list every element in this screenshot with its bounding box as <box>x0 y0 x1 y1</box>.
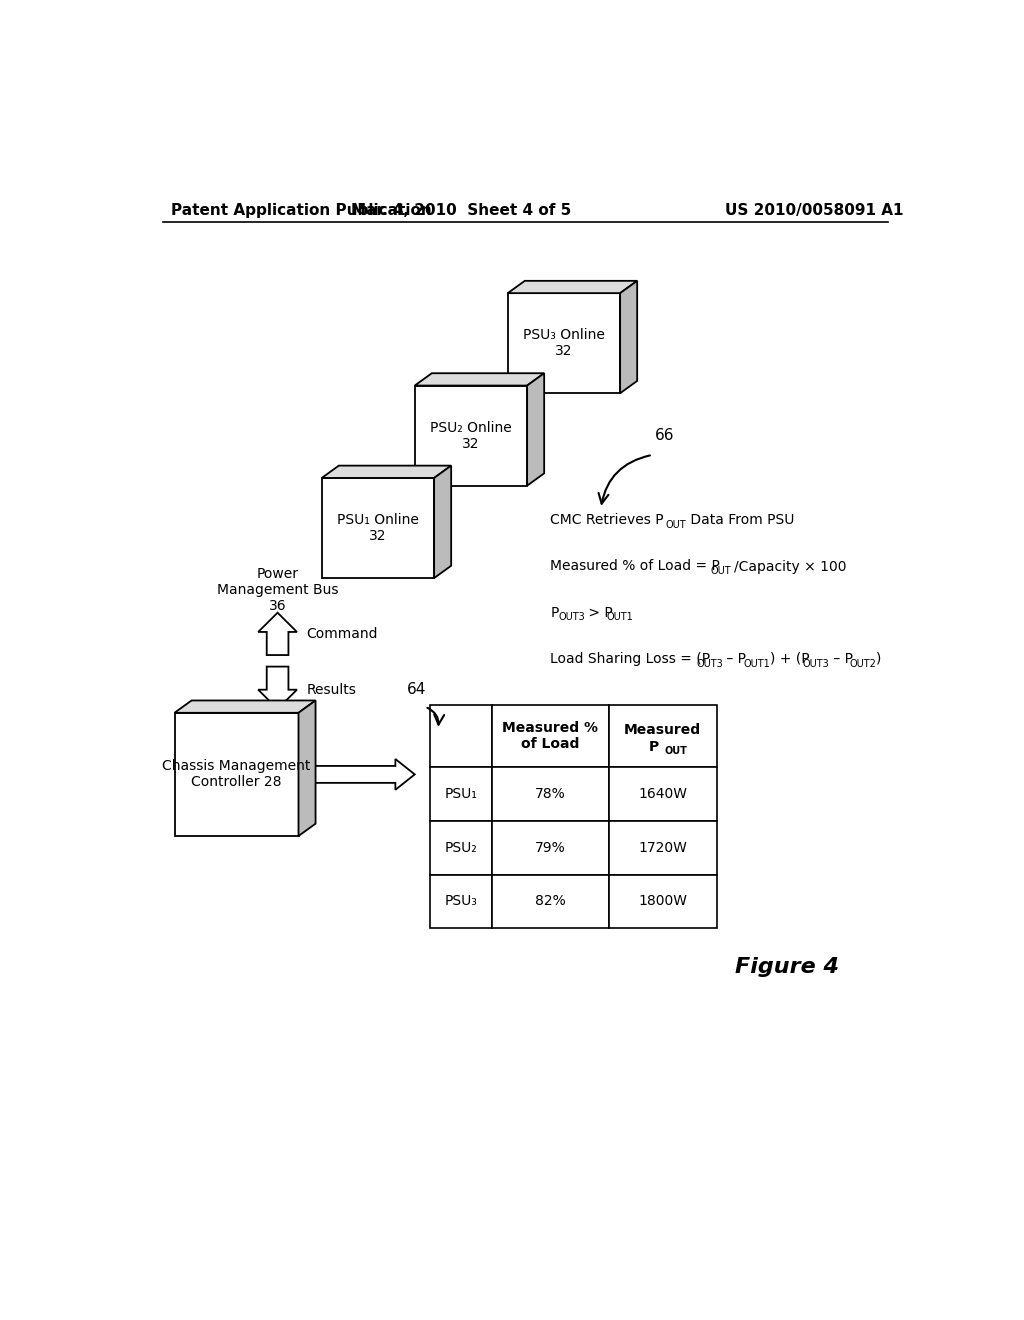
Text: Results: Results <box>306 682 356 697</box>
Text: PSU₃ Online
32: PSU₃ Online 32 <box>523 329 605 358</box>
Polygon shape <box>508 281 637 293</box>
Text: 78%: 78% <box>535 787 565 801</box>
Text: ): ) <box>876 652 882 665</box>
Text: PSU₂ Online
32: PSU₂ Online 32 <box>430 421 512 450</box>
Text: Figure 4: Figure 4 <box>735 957 839 977</box>
Bar <box>430 767 493 821</box>
Text: Chassis Management
Controller 28: Chassis Management Controller 28 <box>163 759 310 789</box>
Text: OUT: OUT <box>665 520 686 529</box>
Bar <box>608 821 717 874</box>
Text: P: P <box>550 606 559 619</box>
Text: US 2010/0058091 A1: US 2010/0058091 A1 <box>725 203 903 218</box>
Text: PSU₁ Online
32: PSU₁ Online 32 <box>337 513 419 543</box>
Text: Patent Application Publication: Patent Application Publication <box>171 203 431 218</box>
Bar <box>608 705 717 767</box>
Text: Data From PSU: Data From PSU <box>686 513 795 527</box>
Text: PSU₂: PSU₂ <box>444 841 477 854</box>
FancyArrowPatch shape <box>599 455 650 504</box>
Text: Mar. 4, 2010  Sheet 4 of 5: Mar. 4, 2010 Sheet 4 of 5 <box>351 203 571 218</box>
Text: Measured % of Load = P: Measured % of Load = P <box>550 560 720 573</box>
Polygon shape <box>415 385 527 486</box>
FancyArrow shape <box>314 759 415 789</box>
FancyArrow shape <box>258 667 297 709</box>
Text: 64: 64 <box>407 682 426 697</box>
Text: PSU₁: PSU₁ <box>444 787 477 801</box>
Bar <box>430 874 493 928</box>
Bar <box>493 767 608 821</box>
Polygon shape <box>434 466 452 578</box>
Text: OUT3: OUT3 <box>696 659 723 668</box>
Polygon shape <box>299 701 315 836</box>
Text: Command: Command <box>306 627 378 642</box>
Bar <box>493 874 608 928</box>
Text: 1640W: 1640W <box>638 787 687 801</box>
Text: OUT: OUT <box>711 566 731 576</box>
Polygon shape <box>174 713 299 836</box>
Text: OUT3: OUT3 <box>802 659 829 668</box>
Bar <box>430 821 493 874</box>
Text: ) + (P: ) + (P <box>770 652 809 665</box>
Text: OUT2: OUT2 <box>850 659 877 668</box>
Text: 82%: 82% <box>535 895 565 908</box>
Text: – P: – P <box>722 652 746 665</box>
Text: PSU₃: PSU₃ <box>444 895 477 908</box>
Text: > P: > P <box>585 606 613 619</box>
Text: 1720W: 1720W <box>638 841 687 854</box>
Text: 66: 66 <box>655 428 675 444</box>
Text: Power
Management Bus
36: Power Management Bus 36 <box>217 566 338 612</box>
Text: – P: – P <box>828 652 853 665</box>
Polygon shape <box>508 293 621 393</box>
Text: 1800W: 1800W <box>638 895 687 908</box>
Polygon shape <box>174 701 315 713</box>
Text: Measured: Measured <box>625 723 701 737</box>
Text: CMC Retrieves P: CMC Retrieves P <box>550 513 664 527</box>
Polygon shape <box>621 281 637 393</box>
Polygon shape <box>415 374 544 385</box>
FancyArrow shape <box>258 612 297 655</box>
Text: Measured %
of Load: Measured % of Load <box>503 721 598 751</box>
FancyArrowPatch shape <box>427 708 444 725</box>
Text: Load Sharing Loss = (P: Load Sharing Loss = (P <box>550 652 711 665</box>
Text: P: P <box>648 739 658 754</box>
Text: 79%: 79% <box>535 841 565 854</box>
Bar <box>493 705 608 767</box>
Bar <box>493 821 608 874</box>
Bar <box>430 705 493 767</box>
Text: OUT: OUT <box>665 746 687 756</box>
Text: OUT1: OUT1 <box>743 659 770 668</box>
Text: /Capacity × 100: /Capacity × 100 <box>734 560 847 573</box>
Bar <box>608 767 717 821</box>
Polygon shape <box>527 374 544 486</box>
Polygon shape <box>322 478 434 578</box>
Bar <box>608 874 717 928</box>
Polygon shape <box>322 466 452 478</box>
Text: OUT3: OUT3 <box>558 612 585 622</box>
Text: OUT1: OUT1 <box>606 612 633 622</box>
